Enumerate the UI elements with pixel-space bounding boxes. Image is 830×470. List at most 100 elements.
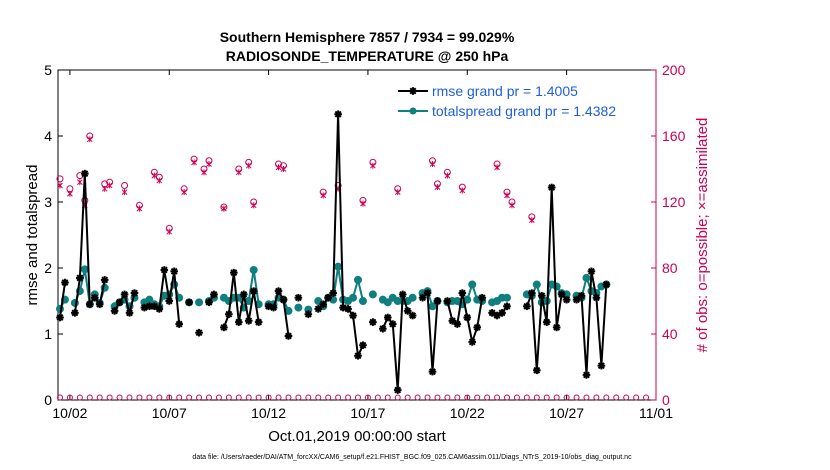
- y-left-tick-label: 0: [44, 392, 52, 408]
- totalspread-point: [314, 297, 323, 305]
- obs-zero-point: [305, 394, 312, 401]
- rmse-point: [324, 293, 332, 302]
- obs-zero-point: [503, 394, 510, 401]
- obs-zero-point: [275, 394, 282, 401]
- legend-item-rmse: rmse grand pr = 1.4005: [398, 83, 578, 99]
- x-tick-label: 10/12: [251, 405, 286, 421]
- rmse-point: [433, 297, 442, 305]
- obs-assimilated-point: [191, 159, 197, 166]
- obs-zero-point: [186, 394, 193, 401]
- obs-possible-point: [56, 175, 64, 183]
- rmse-point: [597, 361, 606, 370]
- rmse-point: [587, 267, 596, 276]
- x-tick-label: 10/22: [450, 405, 485, 421]
- obs-zero-point: [196, 394, 203, 401]
- rmse-point: [249, 287, 258, 295]
- obs-zero-point: [513, 394, 520, 401]
- totalspread-point: [532, 280, 541, 289]
- legend-label: rmse grand pr = 1.4005: [432, 83, 578, 99]
- rmse-point: [349, 311, 357, 320]
- x-axis-label: Oct.01,2019 00:00:00 start: [268, 428, 446, 445]
- rmse-point: [230, 268, 238, 277]
- obs-zero-point: [56, 394, 63, 401]
- rmse-point: [274, 287, 283, 295]
- obs-zero-point: [255, 394, 262, 401]
- rmse-series: [56, 110, 611, 394]
- x-tick-label: 10/07: [152, 405, 187, 421]
- obs-assimilated-point: [459, 187, 466, 194]
- obs-assimilated-point: [280, 166, 287, 172]
- obs-assimilated-point: [181, 189, 188, 196]
- legend: rmse grand pr = 1.4005 totalspread grand …: [390, 75, 647, 126]
- obs-zero-point: [454, 394, 461, 401]
- obs-zero-point: [633, 394, 640, 401]
- obs-assimilated-point: [201, 169, 207, 176]
- chart-title: Southern Hemisphere 7857 / 7934 = 99.029…: [220, 29, 515, 45]
- rmse-point: [220, 323, 228, 332]
- rmse-point: [334, 110, 342, 119]
- rmse-point: [388, 320, 397, 328]
- obs-zero-point: [364, 394, 371, 401]
- obs-zero-point: [265, 394, 272, 401]
- rmse-point: [552, 323, 561, 332]
- totalspread-point: [368, 290, 377, 299]
- rmse-line: [317, 114, 364, 360]
- obs-assimilated-point: [136, 205, 143, 212]
- rmse-point: [304, 310, 313, 318]
- obs-zero-point: [335, 394, 342, 401]
- obs-zero-point: [593, 394, 600, 401]
- rmse-point: [532, 366, 541, 375]
- obs-assimilated-point: [360, 200, 366, 207]
- rmse-point: [125, 309, 134, 317]
- obs-assimilated-point: [528, 217, 535, 224]
- obs-zero-point: [126, 394, 133, 401]
- rmse-point: [408, 311, 417, 320]
- rmse-point: [254, 318, 263, 326]
- rmse-point: [403, 307, 412, 315]
- totalspread-point: [408, 293, 417, 302]
- totalspread-point: [249, 265, 258, 274]
- y-right-tick-label: 40: [662, 326, 678, 342]
- x-axis: 10/02 10/07 10/12 10/17 10/22 10/27 11/01: [52, 70, 673, 421]
- rmse-point: [537, 291, 546, 300]
- rmse-point: [85, 300, 94, 309]
- rmse-point: [185, 298, 193, 307]
- obs-zero-point: [235, 394, 242, 401]
- obs-zero-point: [315, 394, 322, 401]
- y-left-tick-label: 1: [44, 326, 52, 342]
- y-axis-right-label: # of obs: o=possible; ×=assimilated: [694, 118, 711, 353]
- obs-assimilated-point: [494, 164, 500, 171]
- series-layer: [55, 110, 650, 401]
- rmse-point: [379, 324, 387, 333]
- obs-zero-point: [404, 394, 411, 401]
- obs-zero-point: [374, 394, 381, 401]
- obs-assimilated-point: [509, 202, 515, 209]
- y-right-tick-label: 80: [662, 260, 678, 276]
- obs-zero-point: [116, 394, 123, 401]
- rmse-point: [269, 303, 278, 312]
- obs-zero-point: [96, 394, 103, 401]
- rmse-point: [110, 307, 119, 315]
- rmse-point: [359, 341, 367, 350]
- totalspread-point: [353, 275, 362, 284]
- rmse-point: [458, 289, 467, 297]
- rmse-point: [592, 293, 601, 302]
- rmse-point: [319, 300, 328, 309]
- rmse-point: [547, 183, 556, 192]
- obs-series: [56, 132, 536, 235]
- rmse-point: [478, 293, 486, 302]
- rmse-point: [398, 290, 407, 299]
- obs-assimilated-point: [77, 179, 83, 186]
- rmse-point: [602, 280, 611, 289]
- rmse-point: [170, 267, 179, 276]
- rmse-point: [61, 278, 69, 287]
- obs-zero-point: [543, 394, 550, 401]
- rmse-line: [59, 282, 66, 318]
- obs-zero-point: [156, 394, 163, 401]
- obs-zero-point: [205, 394, 212, 401]
- obs-zero-point: [295, 394, 302, 401]
- totalspread-point: [468, 280, 477, 289]
- rmse-point: [453, 320, 462, 328]
- obs-zero-point: [563, 394, 570, 401]
- rmse-point: [279, 295, 288, 304]
